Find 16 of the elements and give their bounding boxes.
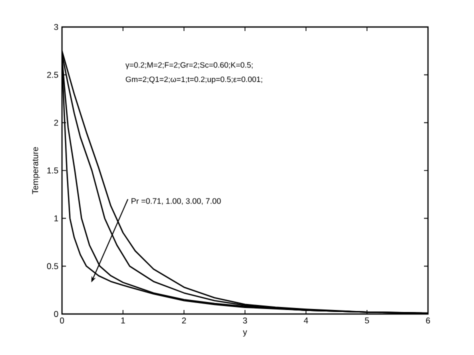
x-tick-label: 6 bbox=[426, 318, 430, 324]
x-tick-label: 3 bbox=[242, 318, 247, 324]
y-tick-label: 0.5 bbox=[47, 263, 58, 270]
x-tick-label: 1 bbox=[121, 318, 125, 324]
y-axis-title: Temperature bbox=[32, 147, 40, 194]
x-tick-label: 4 bbox=[304, 318, 308, 324]
x-tick-label: 5 bbox=[364, 318, 369, 324]
y-tick-label: 2 bbox=[54, 120, 58, 126]
y-tick-label: 1 bbox=[54, 215, 58, 222]
y-tick-label: 3 bbox=[54, 24, 58, 30]
y-tick-label: 2.5 bbox=[47, 72, 58, 78]
x-axis-title: y bbox=[242, 330, 248, 337]
y-tick-label: 0 bbox=[54, 311, 58, 317]
x-tick-label: 2 bbox=[182, 318, 186, 324]
y-tick-label: 1.5 bbox=[47, 168, 58, 174]
x-tick-label: 0 bbox=[60, 318, 64, 324]
